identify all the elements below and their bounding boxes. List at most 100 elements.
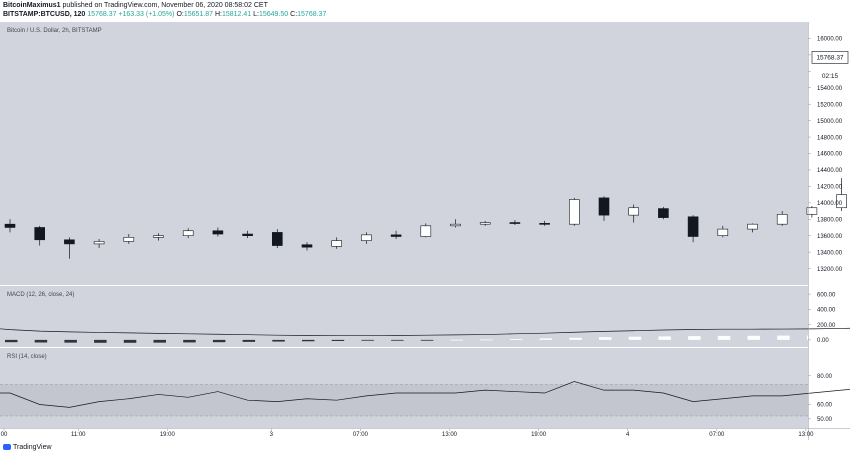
rsi-tick-label: 60.00 [817, 403, 833, 409]
macd-bar [569, 337, 582, 340]
macd-bar [420, 339, 434, 341]
published-text: published on TradingView.com, November 0… [62, 2, 268, 9]
candle-up [182, 230, 194, 236]
tradingview-logo-icon [3, 444, 11, 450]
candle-up [806, 207, 818, 215]
macd-tick-label: 600.00 [817, 292, 836, 298]
rsi-pane-title: RSI (14, close) [7, 354, 47, 360]
publish-line: BitcoinMaximus1 published on TradingView… [3, 2, 268, 10]
candle-up [479, 222, 491, 225]
candle-up [331, 240, 343, 247]
candle-up [450, 223, 461, 227]
countdown-badge-text: 02:15 [822, 73, 839, 80]
macd-tick-label: 0.00 [817, 338, 829, 344]
price-tick-label: 16000.00 [817, 37, 843, 43]
time-tick-label: 13:00 [442, 432, 458, 438]
candle-down [64, 239, 75, 245]
candle-down [687, 216, 699, 237]
price-tick-label: 15400.00 [817, 86, 843, 92]
candle-down [34, 227, 46, 241]
macd-bar [64, 339, 77, 343]
macd-bar [628, 336, 642, 340]
price-tick-label: 14000.00 [817, 201, 843, 207]
macd-bar [688, 336, 701, 340]
macd-line-group [0, 327, 850, 337]
candle-up [776, 214, 788, 225]
time-axis[interactable]: 00 11:00 19:00 3 07:00 13:00 19:00 4 07:00 13:00 [0, 22, 850, 440]
price-tick-label: 14200.00 [817, 185, 843, 191]
macd-bar [658, 336, 671, 340]
countdown-badge-box [812, 69, 848, 81]
time-tick-label: 3 [270, 432, 274, 438]
open-value: 15651.87 [183, 11, 214, 18]
macd-bar [391, 339, 404, 341]
macd-bar [509, 338, 523, 340]
macd-bar [153, 339, 166, 343]
last-price-badge-text: 15768.37 [816, 55, 843, 62]
macd-bar [836, 335, 850, 340]
high-label: H: [214, 11, 222, 18]
time-tick-label: 19:00 [160, 432, 176, 438]
macd-tick-label: 200.00 [817, 323, 836, 329]
time-tick-label: 07:00 [709, 432, 725, 438]
macd-bar [123, 339, 137, 343]
price-tick-label: 14400.00 [817, 168, 843, 174]
price-change: +163.33 (+1.05%) [118, 11, 175, 18]
time-tick-label: 07:00 [353, 432, 369, 438]
close-value: 15768.37 [297, 11, 327, 18]
low-value: 15649.50 [258, 11, 289, 18]
candle-down [301, 244, 313, 248]
macd-bar [806, 335, 820, 340]
macd-pane[interactable] [0, 286, 808, 347]
macd-histogram [5, 335, 850, 343]
candle-down [658, 208, 669, 218]
price-tick-label: 14800.00 [817, 135, 843, 141]
candle-down [4, 223, 16, 228]
author-name[interactable]: BitcoinMaximus1 [3, 2, 61, 9]
rsi-axis[interactable]: 50.00 60.00 80.00 [808, 374, 833, 423]
price-tick-label: 15000.00 [817, 119, 843, 125]
candle-up [568, 199, 580, 225]
macd-bar [480, 339, 493, 341]
price-tick-label: 15200.00 [817, 102, 843, 108]
macd-bar [539, 338, 553, 340]
macd-bar [272, 339, 285, 342]
macd-bar [212, 339, 226, 343]
tradingview-brand: TradingView [13, 444, 52, 451]
price-tick-label: 13600.00 [817, 234, 843, 240]
rsi-tick-label: 50.00 [817, 417, 833, 423]
price-tick-label: 13800.00 [817, 217, 843, 223]
candle-up [153, 235, 164, 238]
price-tick-label: 13200.00 [817, 267, 843, 273]
macd-pane-title: MACD (12, 26, close, 24) [7, 292, 74, 298]
high-value: 15812.41 [221, 11, 252, 18]
macd-bar [747, 335, 760, 340]
candle-up [836, 194, 847, 209]
price-tick-label: 14600.00 [817, 152, 843, 158]
candle-up [123, 237, 135, 242]
macd-bar [777, 335, 790, 340]
rsi-line-group [0, 381, 850, 408]
rsi-tick-label: 80.00 [817, 374, 833, 380]
macd-bar [361, 339, 374, 341]
time-tick-label: 4 [626, 432, 630, 438]
macd-bar [94, 339, 107, 343]
tradingview-logo[interactable]: TradingView [3, 443, 52, 452]
candle-up [93, 241, 105, 245]
last-price-badge-box [811, 51, 849, 64]
macd-tick-label: 400.00 [817, 308, 836, 314]
low-label: L: [253, 11, 259, 18]
macd-line [0, 327, 850, 337]
macd-bar [34, 339, 48, 343]
candles [4, 178, 847, 259]
macd-bar [717, 335, 731, 340]
price-pane[interactable] [0, 22, 808, 285]
last-price-badge: 15768.37 02:15 [811, 51, 849, 81]
time-tick-label: 11:00 [71, 432, 86, 438]
rsi-band-fill [0, 384, 808, 416]
price-pane-title: Bitcoin / U.S. Dollar, 2h, BITSTAMP [7, 28, 102, 34]
close-label: C: [290, 11, 298, 18]
candle-down [539, 223, 550, 225]
macd-bar [242, 339, 256, 342]
